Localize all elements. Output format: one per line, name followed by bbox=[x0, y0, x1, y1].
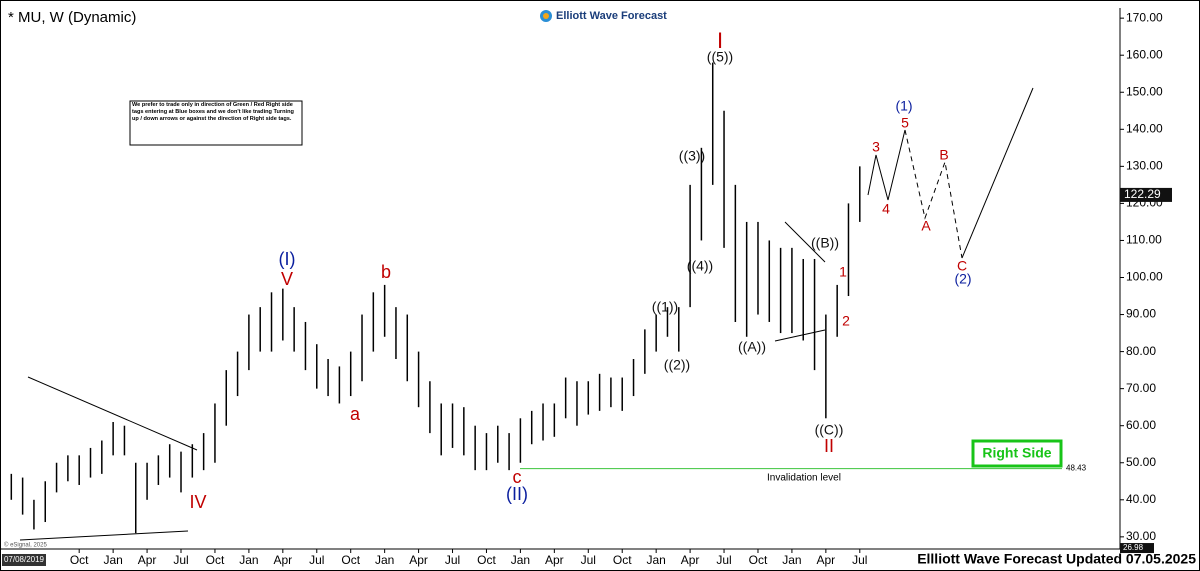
y-tick-label: 70.00 bbox=[1126, 381, 1156, 395]
y-tick-label: 40.00 bbox=[1126, 492, 1156, 506]
x-tick-label: Apr bbox=[138, 553, 157, 567]
invalidation-label: Invalidation level bbox=[767, 473, 841, 484]
x-tick-label: Jan bbox=[646, 553, 665, 567]
wave-label: II bbox=[824, 436, 834, 456]
last-price-tag bbox=[1120, 187, 1172, 202]
y-tick-label: 170.00 bbox=[1126, 10, 1163, 24]
y-tick-label: 100.00 bbox=[1126, 270, 1163, 284]
wave-label: V bbox=[281, 269, 293, 289]
brand: Elliott Wave Forecast bbox=[556, 10, 667, 22]
y-tick-label: 130.00 bbox=[1126, 159, 1163, 173]
note: We prefer to trade only in direction of … bbox=[132, 102, 294, 122]
x-tick-label: Jul bbox=[445, 553, 460, 567]
x-tick-label: Jan bbox=[782, 553, 801, 567]
x-tick-label: Oct bbox=[749, 553, 768, 567]
wave-label: ((1)) bbox=[652, 299, 678, 315]
wave-label: b bbox=[381, 262, 391, 282]
footer: Ellliott Wave Forecast Updated 07.05.202… bbox=[917, 551, 1196, 567]
wave-label: IV bbox=[189, 492, 206, 512]
y-tick-label: 150.00 bbox=[1126, 84, 1163, 98]
x-tick-label: Jan bbox=[511, 553, 530, 567]
wave-label: ((5)) bbox=[707, 49, 733, 65]
x-tick-label: Oct bbox=[477, 553, 496, 567]
wave-label: 1 bbox=[839, 264, 847, 280]
start-date: 07/08/2019 bbox=[4, 555, 45, 564]
trendline bbox=[784, 221, 826, 263]
last-price: 122.29 bbox=[1124, 187, 1161, 201]
wave-label: C bbox=[957, 258, 967, 274]
wave-label: 5 bbox=[901, 115, 909, 131]
x-tick-label: Apr bbox=[681, 553, 700, 567]
copyright: © eSignal, 2025 bbox=[4, 542, 47, 549]
wave-label: ((3)) bbox=[679, 148, 705, 164]
wave-label: (2) bbox=[954, 271, 971, 287]
x-tick-label: Jul bbox=[173, 553, 188, 567]
y-tick-label: 90.00 bbox=[1126, 307, 1156, 321]
wave-label: A bbox=[921, 218, 931, 234]
trendline bbox=[774, 329, 826, 342]
wave-label: a bbox=[350, 404, 361, 424]
wave-label: ((2)) bbox=[664, 357, 690, 373]
y-tick-label: 80.00 bbox=[1126, 344, 1156, 358]
projection bbox=[961, 87, 1034, 259]
wave-label: ((4)) bbox=[687, 258, 713, 274]
y-tick-label: 110.00 bbox=[1126, 233, 1162, 247]
y-tick-label: 160.00 bbox=[1126, 47, 1163, 61]
y-tick-label: 140.00 bbox=[1126, 121, 1163, 135]
trendline bbox=[19, 530, 189, 541]
wave-label: 3 bbox=[872, 139, 880, 155]
wave-label: B bbox=[939, 147, 948, 163]
x-tick-label: Jul bbox=[309, 553, 324, 567]
date-box bbox=[2, 554, 46, 566]
right-side-box bbox=[971, 439, 1063, 468]
projection bbox=[904, 129, 963, 259]
low-tag-label: 26.98 bbox=[1123, 543, 1144, 552]
wave-label: ((B)) bbox=[811, 235, 839, 251]
x-tick-label: Apr bbox=[817, 553, 836, 567]
wave-label: c bbox=[513, 467, 522, 487]
wave-label: (1) bbox=[895, 98, 912, 114]
x-tick-label: Jul bbox=[581, 553, 596, 567]
x-tick-label: Jan bbox=[239, 553, 258, 567]
y-tick-label: 60.00 bbox=[1126, 418, 1156, 432]
x-tick-label: Oct bbox=[70, 553, 89, 567]
brand-logo-inner bbox=[543, 13, 549, 19]
x-tick-label: Jul bbox=[852, 553, 867, 567]
wave-label: 4 bbox=[882, 201, 890, 217]
x-tick-label: Apr bbox=[409, 553, 428, 567]
low-tag bbox=[1120, 543, 1154, 554]
chart-title: * MU, W (Dynamic) bbox=[8, 9, 136, 26]
x-tick-label: Oct bbox=[206, 553, 225, 567]
x-tick-label: Apr bbox=[545, 553, 564, 567]
note-box bbox=[129, 100, 303, 146]
trendline bbox=[27, 376, 198, 451]
invalidation-value: 48.43 bbox=[1066, 464, 1087, 473]
x-tick-label: Jan bbox=[375, 553, 394, 567]
wave-label: ((C)) bbox=[815, 422, 844, 438]
wave-label: ((A)) bbox=[738, 339, 766, 355]
y-tick-label: 50.00 bbox=[1126, 455, 1156, 469]
x-tick-label: Oct bbox=[613, 553, 632, 567]
wave-label: I bbox=[717, 28, 723, 53]
x-tick-label: Apr bbox=[273, 553, 292, 567]
note-wrap: We prefer to trade only in direction of … bbox=[132, 102, 294, 122]
wave-label: 2 bbox=[842, 313, 850, 329]
right-side: Right Side bbox=[982, 445, 1051, 461]
wave-label: (II) bbox=[506, 484, 528, 504]
wave-label: (I) bbox=[279, 249, 296, 269]
projection bbox=[867, 129, 906, 201]
y-tick-label: 30.00 bbox=[1126, 529, 1156, 543]
x-tick-label: Oct bbox=[341, 553, 360, 567]
x-tick-label: Jan bbox=[103, 553, 122, 567]
x-tick-label: Jul bbox=[716, 553, 731, 567]
